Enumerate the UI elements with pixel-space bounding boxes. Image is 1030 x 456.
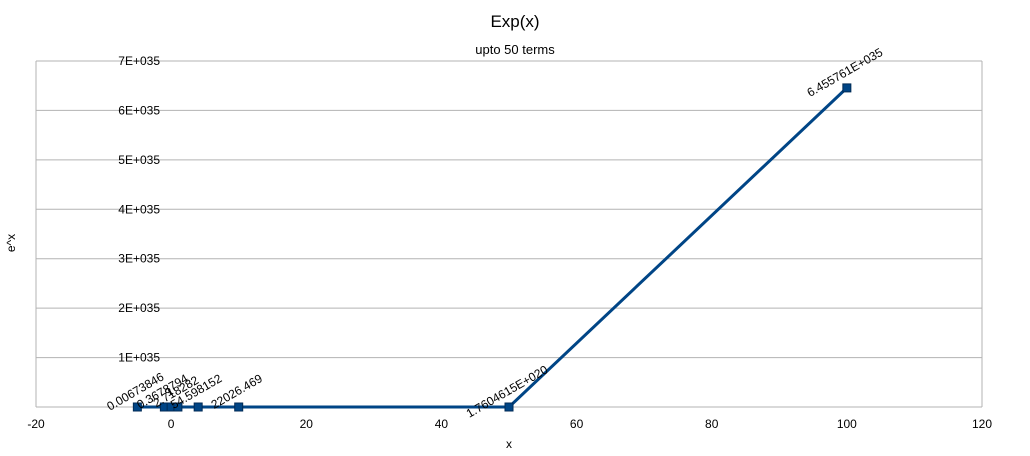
x-tick-label: 60 bbox=[570, 417, 584, 431]
x-tick-label: 100 bbox=[837, 417, 857, 431]
axes: 1E+035 2E+035 3E+035 4E+035 5E+035 6E+035 7E+0… bbox=[27, 54, 992, 431]
x-tick-label: 120 bbox=[972, 417, 992, 431]
data-point bbox=[504, 402, 514, 412]
x-tick-label: -20 bbox=[27, 417, 45, 431]
chart-subtitle: upto 50 terms bbox=[475, 42, 555, 57]
data-point bbox=[234, 402, 244, 412]
data-point bbox=[193, 402, 203, 412]
data-point bbox=[132, 402, 142, 412]
y-axis-label: e^x bbox=[4, 234, 18, 252]
data-point bbox=[842, 83, 852, 93]
y-tick-label: 1E+035 bbox=[118, 351, 160, 365]
grid-lines bbox=[36, 60, 982, 408]
y-tick-label: 5E+035 bbox=[118, 153, 160, 167]
x-tick-label: 40 bbox=[435, 417, 449, 431]
y-tick-label: 7E+035 bbox=[118, 54, 160, 68]
x-axis-label: x bbox=[506, 437, 512, 451]
data-label: 1.7604615E+020 bbox=[464, 362, 551, 420]
x-tick-label: 80 bbox=[705, 417, 719, 431]
data-labels: 0.006738460.367879412.71828254.598152220… bbox=[104, 45, 885, 421]
x-tick-label: 20 bbox=[300, 417, 314, 431]
series bbox=[132, 83, 852, 412]
x-tick-label: 0 bbox=[168, 417, 175, 431]
y-tick-label: 6E+035 bbox=[118, 103, 160, 117]
y-tick-label: 4E+035 bbox=[118, 202, 160, 216]
y-tick-label: 3E+035 bbox=[118, 252, 160, 266]
data-point bbox=[173, 402, 183, 412]
series-line bbox=[137, 86, 848, 409]
chart-title: Exp(x) bbox=[490, 12, 540, 31]
y-tick-label: 2E+035 bbox=[118, 301, 160, 315]
